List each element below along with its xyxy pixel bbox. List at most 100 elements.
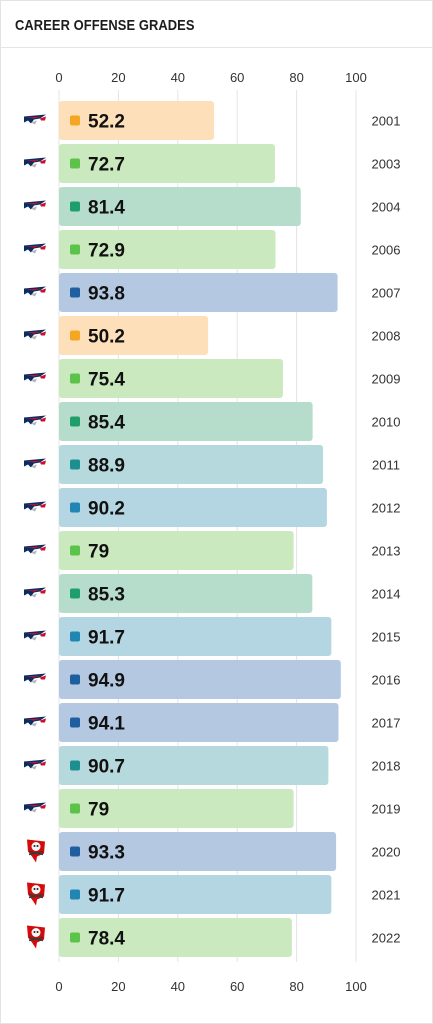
bar	[59, 445, 324, 484]
grade-color-dot	[70, 115, 80, 126]
year-label: 2012	[372, 501, 401, 516]
grade-color-dot	[70, 287, 80, 298]
year-label: 2015	[372, 630, 401, 645]
bar-value-label: 88.9	[88, 456, 125, 477]
bar-value-label: 85.4	[88, 413, 125, 434]
x-tick-label-bottom: 80	[289, 979, 303, 994]
year-label: 2021	[372, 888, 401, 903]
bar-value-label: 72.7	[88, 155, 125, 176]
bar-value-label: 93.8	[88, 284, 125, 305]
bar-value-label: 94.9	[88, 671, 125, 692]
bar	[59, 402, 313, 441]
logo-stripe	[26, 288, 42, 291]
bar-value-label: 78.4	[88, 929, 125, 950]
logo-face	[40, 718, 46, 723]
bar-value-label: 93.3	[88, 843, 125, 864]
year-label: 2011	[372, 458, 400, 473]
grade-color-dot	[70, 459, 80, 470]
grade-color-dot	[70, 502, 80, 513]
grade-color-dot	[70, 588, 80, 599]
logo-accent	[31, 421, 37, 426]
logo-face	[40, 116, 46, 121]
bar	[59, 230, 276, 269]
logo-face	[40, 331, 46, 336]
bar	[59, 617, 332, 656]
patriots-logo-icon	[24, 243, 46, 254]
patriots-logo-icon	[24, 372, 46, 383]
year-label: 2020	[372, 845, 401, 860]
logo-accent	[31, 593, 37, 598]
logo-accent	[31, 722, 37, 727]
patriots-logo-icon	[24, 501, 46, 512]
patriots-logo-icon	[24, 114, 46, 125]
logo-face	[40, 804, 46, 809]
bar-value-label: 52.2	[88, 112, 125, 133]
buccaneers-logo-icon	[27, 925, 45, 949]
buccaneers-logo-icon	[27, 839, 45, 863]
logo-eye	[33, 845, 36, 847]
patriots-logo-icon	[24, 544, 46, 555]
logo-face	[40, 546, 46, 551]
bar	[59, 703, 339, 742]
bar	[59, 660, 341, 699]
logo-face	[40, 288, 46, 293]
bar	[59, 918, 292, 957]
x-tick-label-bottom: 100	[345, 979, 367, 994]
bar	[59, 574, 313, 613]
x-tick-label-bottom: 0	[55, 979, 62, 994]
year-label: 2018	[372, 759, 401, 774]
x-tick-label-top: 40	[171, 70, 185, 85]
year-label: 2001	[372, 114, 401, 129]
year-label: 2003	[372, 157, 401, 172]
year-label: 2017	[372, 716, 401, 731]
bar	[59, 144, 275, 183]
bar-value-label: 85.3	[88, 585, 125, 606]
year-label: 2007	[372, 286, 401, 301]
year-label: 2010	[372, 415, 401, 430]
grade-color-dot	[70, 373, 80, 384]
grade-color-dot	[70, 631, 80, 642]
year-label: 2022	[372, 931, 401, 946]
bar	[59, 273, 338, 312]
grade-color-dot	[70, 416, 80, 427]
year-label: 2019	[372, 802, 401, 817]
logo-swords	[28, 936, 44, 942]
bar	[59, 101, 215, 140]
x-tick-label-bottom: 60	[230, 979, 244, 994]
grade-color-dot	[70, 717, 80, 728]
grade-color-dot	[70, 889, 80, 900]
logo-face	[40, 675, 46, 680]
grade-color-dot	[70, 932, 80, 943]
logo-stripe	[26, 589, 42, 592]
year-label: 2014	[372, 587, 401, 602]
x-tick-label-top: 20	[111, 70, 125, 85]
logo-skull	[31, 842, 41, 851]
grade-color-dot	[70, 674, 80, 685]
logo-stripe	[26, 804, 42, 807]
logo-accent	[31, 507, 37, 512]
logo-stripe	[26, 159, 42, 162]
logo-stripe	[26, 417, 42, 420]
logo-face	[40, 761, 46, 766]
grade-color-dot	[70, 244, 80, 255]
bar	[59, 359, 283, 398]
x-tick-label-bottom: 40	[171, 979, 185, 994]
patriots-logo-icon	[24, 415, 46, 426]
logo-stripe	[26, 675, 42, 678]
bar-value-label: 79	[88, 800, 109, 821]
patriots-logo-icon	[24, 458, 46, 469]
logo-accent	[31, 249, 37, 254]
logo-accent	[31, 120, 37, 125]
bar-value-label: 50.2	[88, 327, 125, 348]
logo-accent	[31, 636, 37, 641]
logo-accent	[31, 292, 37, 297]
logo-face	[40, 374, 46, 379]
x-tick-label-top: 0	[55, 70, 62, 85]
logo-face	[40, 632, 46, 637]
bar	[59, 832, 337, 871]
bar	[59, 187, 301, 226]
patriots-logo-icon	[24, 157, 46, 168]
patriots-logo-icon	[24, 200, 46, 211]
logo-accent	[31, 808, 37, 813]
